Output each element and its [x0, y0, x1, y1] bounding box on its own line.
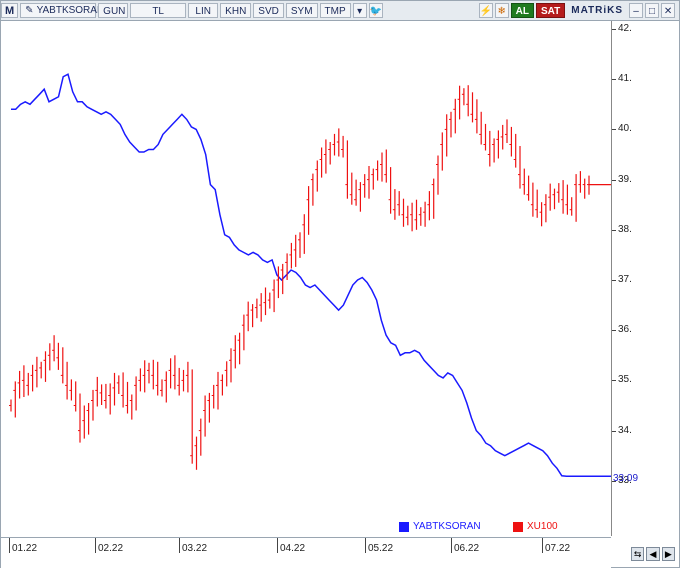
- y-tick-label: 33.: [618, 474, 632, 486]
- last-value-label: 33.09: [613, 473, 639, 484]
- scroll-right-icon[interactable]: ▶: [661, 547, 675, 561]
- y-tick: [612, 229, 616, 231]
- x-tick-label: 02.22: [98, 543, 124, 554]
- scale-toggle-icon[interactable]: ⇆: [631, 547, 645, 561]
- series-line-yabtksoran: [11, 73, 611, 478]
- nav-controls: ⇆ ◀ ▶: [631, 547, 675, 561]
- x-tick: [9, 538, 10, 553]
- edit-icon: ✎: [25, 5, 34, 16]
- x-tick: [542, 538, 543, 553]
- y-tick-label: 36.: [618, 324, 632, 336]
- y-tick-label: 39.: [618, 173, 632, 185]
- y-tick-label: 38.: [618, 223, 632, 235]
- close-icon[interactable]: ✕: [661, 3, 676, 18]
- y-tick: [612, 179, 616, 181]
- maximize-icon[interactable]: □: [645, 3, 660, 18]
- buy-button[interactable]: AL: [510, 3, 534, 18]
- y-tick: [612, 29, 616, 30]
- y-tick: [612, 480, 616, 482]
- y-tick: [612, 280, 616, 281]
- y-tick-label: 42.: [618, 23, 632, 34]
- sell-button[interactable]: SAT: [535, 3, 566, 18]
- price-chart[interactable]: [1, 21, 611, 534]
- x-tick: [451, 538, 452, 553]
- x-tick: [277, 538, 278, 553]
- period-button[interactable]: GUN: [98, 3, 129, 18]
- x-tick-label: 04.22: [280, 543, 306, 554]
- khn-button[interactable]: KHN: [220, 3, 252, 18]
- chart-toolbar: M ✎ YABTKSORAN GUN TL LIN KHN SVD SYM TM…: [1, 1, 679, 21]
- y-tick: [612, 79, 616, 81]
- y-tick-label: 41.: [618, 73, 632, 85]
- y-axis-line: [611, 21, 612, 536]
- legend-label-series1: YABTKSORAN: [413, 521, 481, 532]
- x-axis: 01.22 02.22 03.22 04.22 05.22 06.22 07.22: [1, 537, 611, 568]
- alert-icon[interactable]: ❄: [494, 3, 509, 18]
- svd-button[interactable]: SVD: [253, 3, 284, 18]
- legend-label-series2: XU100: [527, 521, 558, 532]
- currency-button[interactable]: TL: [130, 3, 187, 18]
- twitter-icon[interactable]: 🐦: [368, 3, 383, 18]
- x-tick-label: 03.22: [182, 543, 208, 554]
- x-tick-label: 01.22: [12, 543, 38, 554]
- x-tick: [95, 538, 96, 553]
- symbol-selector[interactable]: ✎ YABTKSORAN: [20, 3, 104, 18]
- x-tick-label: 07.22: [545, 543, 571, 554]
- y-tick-label: 37.: [618, 274, 632, 285]
- menu-m-button[interactable]: M: [1, 3, 19, 18]
- y-tick-label: 40.: [618, 123, 632, 135]
- legend-series2: XU100: [513, 521, 558, 532]
- x-tick: [365, 538, 366, 553]
- symbol-label: YABTKSORAN: [36, 5, 105, 16]
- y-tick: [612, 430, 616, 432]
- x-tick-label: 05.22: [368, 543, 394, 554]
- x-tick-label: 06.22: [454, 543, 480, 554]
- y-tick: [612, 129, 616, 131]
- minimize-icon[interactable]: –: [629, 3, 644, 18]
- linear-scale-button[interactable]: LIN: [188, 3, 219, 18]
- scroll-left-icon[interactable]: ◀: [646, 547, 660, 561]
- sym-button[interactable]: SYM: [285, 3, 318, 18]
- y-tick-label: 34.: [618, 424, 632, 436]
- legend-swatch-blue: [399, 521, 409, 532]
- y-tick-label: 35.: [618, 374, 632, 386]
- tmp-button[interactable]: TMP: [319, 3, 351, 18]
- brand-logo: MATRiKS: [571, 5, 624, 16]
- lightning-icon[interactable]: ⚡: [478, 3, 493, 18]
- x-tick: [179, 538, 180, 553]
- y-tick: [612, 330, 616, 332]
- y-tick: [612, 380, 616, 382]
- dropdown-icon[interactable]: ▾: [352, 3, 367, 18]
- legend-swatch-red: [513, 521, 523, 532]
- legend-series1: YABTKSORAN: [399, 521, 481, 532]
